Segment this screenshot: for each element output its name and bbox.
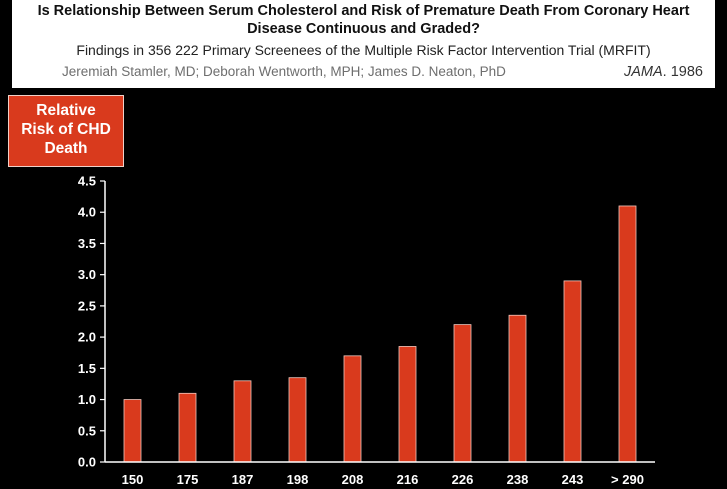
bar-208 xyxy=(343,355,362,463)
y-tick-label: 2.0 xyxy=(78,330,96,345)
y-tick-label: 4.0 xyxy=(78,205,96,220)
bar-243 xyxy=(563,280,582,463)
x-tick-label: 175 xyxy=(177,472,199,487)
y-tick-label: 3.5 xyxy=(78,236,96,251)
header-panel: Is Relationship Between Serum Cholestero… xyxy=(12,0,715,88)
y-axis-label-box: Relative Risk of CHD Death xyxy=(8,95,124,167)
x-tick-label: 216 xyxy=(397,472,419,487)
x-tick-label: 208 xyxy=(342,472,364,487)
journal-name: JAMA xyxy=(624,64,663,80)
x-tick-label: 226 xyxy=(452,472,474,487)
y-tick-label: 2.5 xyxy=(78,298,96,313)
bar-216 xyxy=(398,346,417,463)
x-tick-label: 198 xyxy=(287,472,309,487)
y-tick-label: 0.5 xyxy=(78,423,96,438)
y-axis-label-line-2: Risk of CHD xyxy=(21,121,111,138)
chart-title-line-2: Disease Continuous and Graded? xyxy=(247,21,480,37)
y-tick-label: 4.5 xyxy=(78,174,96,189)
x-axis-ticks: 150 175 187 198 208 216 226 238 243 > 290 xyxy=(122,472,644,487)
x-tick-label: > 290 xyxy=(611,472,644,487)
y-axis-label-line-3: Death xyxy=(44,140,88,157)
bar-175 xyxy=(178,392,197,463)
bar-238 xyxy=(508,314,527,463)
bar-187 xyxy=(233,380,252,463)
x-tick-label: 243 xyxy=(562,472,584,487)
bar-150 xyxy=(123,399,142,463)
y-axis-label-line-1: Relative xyxy=(36,102,96,119)
bar-290 xyxy=(618,205,637,463)
citation: JAMA. 1986 xyxy=(624,63,703,81)
chart-subtitle: Findings in 356 222 Primary Screenees of… xyxy=(76,42,651,58)
y-tick-label: 1.5 xyxy=(78,361,96,376)
bar-226 xyxy=(453,324,472,463)
y-axis-ticks: 0.0 0.5 1.0 1.5 2.0 2.5 3.0 3.5 4.0 4.5 xyxy=(78,174,105,470)
y-tick-label: 3.0 xyxy=(78,267,96,282)
y-tick-label: 0.0 xyxy=(78,455,96,470)
authors-line: Jeremiah Stamler, MD; Deborah Wentworth,… xyxy=(62,64,506,79)
x-tick-label: 238 xyxy=(507,472,529,487)
y-tick-label: 1.0 xyxy=(78,392,96,407)
x-tick-label: 187 xyxy=(232,472,254,487)
publication-year: . 1986 xyxy=(662,64,703,80)
x-tick-label: 150 xyxy=(122,472,144,487)
bars-group xyxy=(123,205,637,463)
bar-198 xyxy=(288,377,307,463)
chart-title-line-1: Is Relationship Between Serum Cholestero… xyxy=(37,3,690,19)
